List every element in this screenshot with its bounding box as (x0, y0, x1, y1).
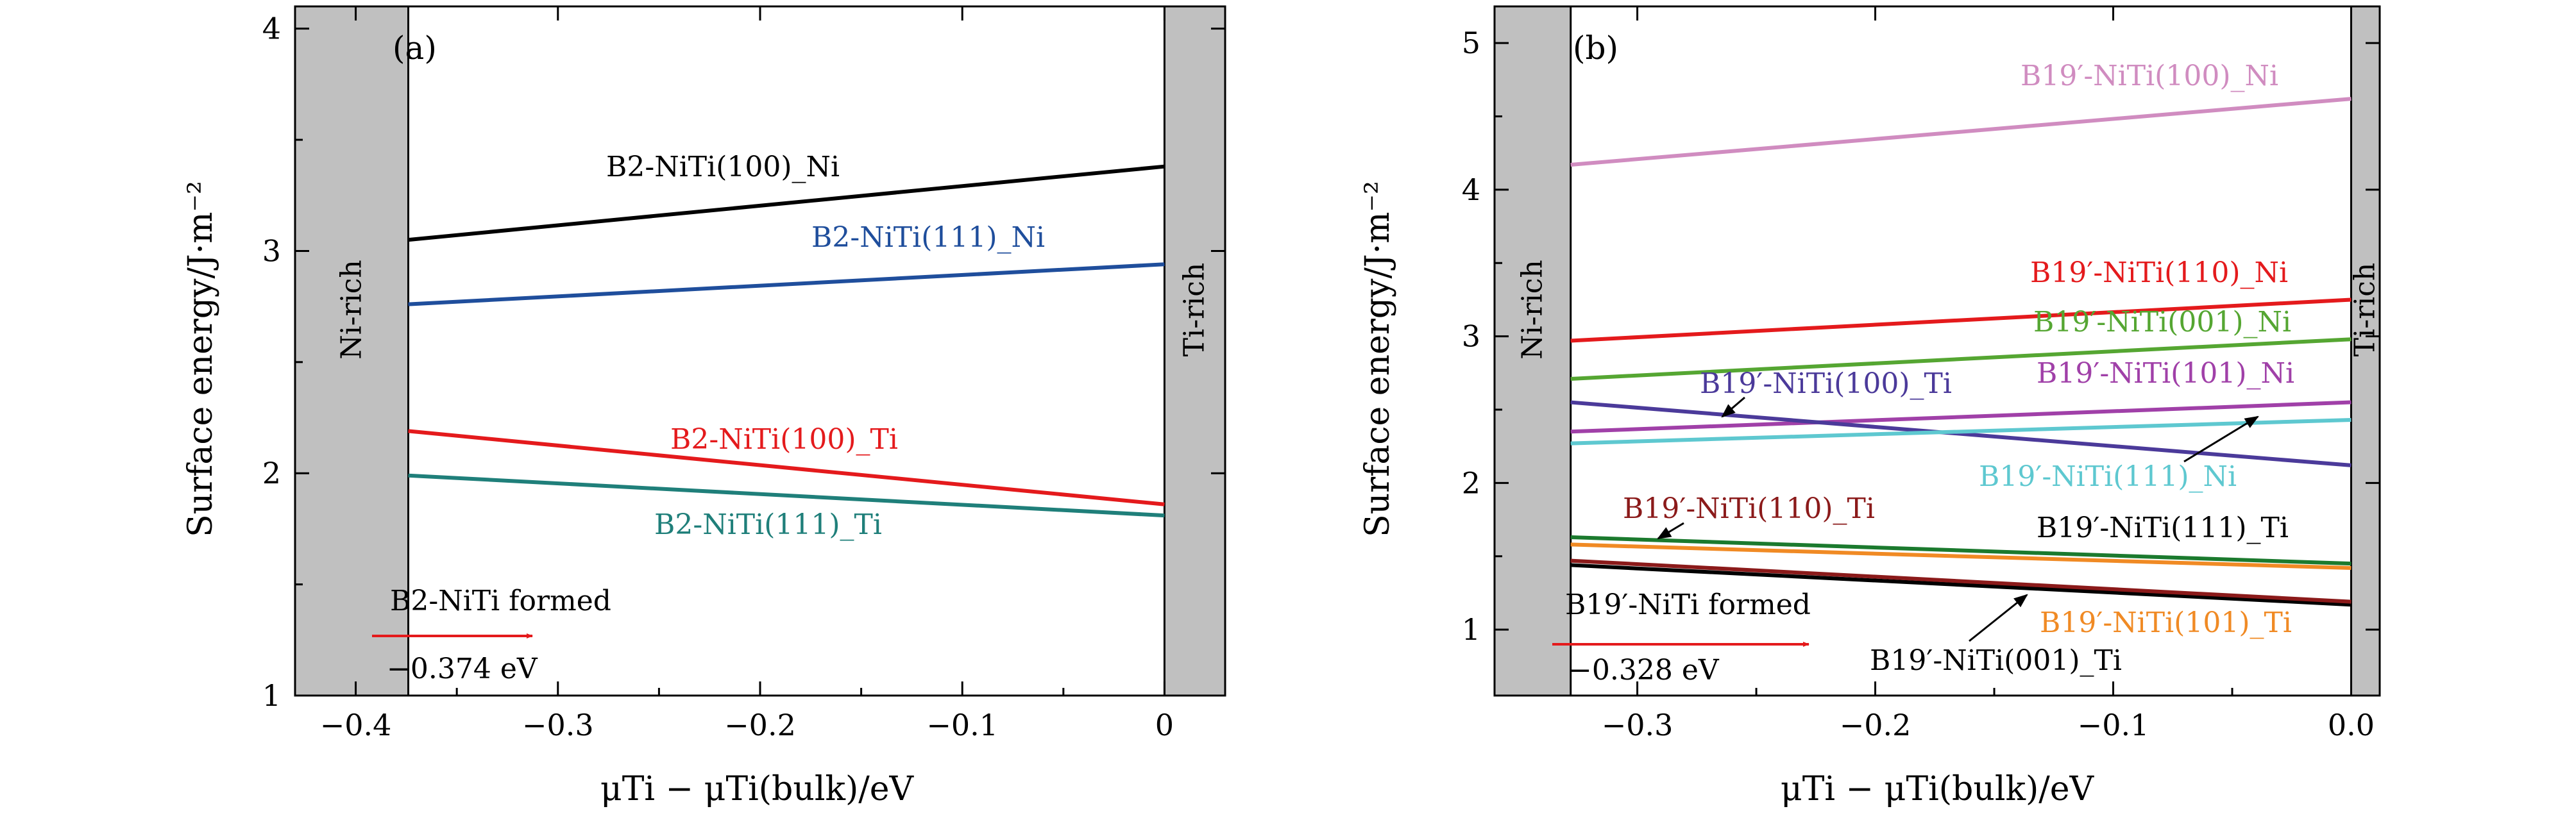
formed-value: −0.374 eV (387, 653, 538, 685)
series-label: B2-NiTi(111)_Ti (654, 508, 882, 541)
y-tick-label: 2 (1462, 465, 1480, 500)
x-tick-label: −0.2 (724, 708, 796, 742)
y-tick-label: 1 (262, 678, 281, 713)
x-tick-label: −0.3 (1602, 708, 1674, 742)
series-label: B19′-NiTi(101)_Ti (2040, 606, 2292, 639)
series-label: B19′-NiTi(001)_Ti (1870, 644, 2122, 677)
panel-a-region-ni-rich-label: Ni-rich (335, 260, 368, 360)
y-tick-label: 2 (262, 456, 281, 490)
series-line (1570, 418, 2351, 446)
series-line (1570, 297, 2351, 343)
pointer-arrow (1657, 522, 1684, 540)
pointer-arrow (1721, 396, 1745, 418)
series-label: B19′-NiTi(101)_Ni (2037, 357, 2294, 390)
panel-a-region-ni-rich (294, 5, 410, 697)
series-line (408, 473, 1165, 518)
series-line (1570, 97, 2351, 167)
series-line (408, 262, 1165, 306)
series-label: B19′-NiTi(001)_Ni (2033, 306, 2291, 338)
panel-a-series (408, 164, 1165, 518)
series-label: B19′-NiTi(100)_Ni (2021, 60, 2278, 92)
series-line (1570, 400, 2351, 467)
panel-b: Ni-rich Ti-rich −0.3 −0.2 −0.1 0.0 1 2 3 4 5 (b)… (1359, 5, 2382, 808)
panel-a-region-ti-rich-label: Ti-rich (1178, 263, 1211, 356)
panel-b-region-ni-rich-label: Ni-rich (1516, 260, 1548, 360)
y-tick-label: 3 (1462, 319, 1480, 354)
panel-b-ticks: −0.3 −0.2 −0.1 0.0 1 2 3 4 5 (1462, 6, 2380, 742)
x-tick-label: −0.3 (522, 708, 594, 742)
series-line (1570, 400, 2351, 434)
panel-a-ylabel: Surface energy/J·m⁻² (182, 181, 220, 537)
panel-b-region-ti-rich-label: Ti-rich (2349, 263, 2382, 356)
x-tick-label: −0.2 (1840, 708, 1911, 742)
pointer-arrow (1969, 594, 2028, 642)
series-label: B19′-NiTi(100)_Ti (1700, 367, 1952, 400)
series-line (408, 429, 1165, 506)
series-line (1570, 542, 2351, 571)
series-line (1570, 558, 2351, 604)
series-label: B19′-NiTi(111)_Ti (2037, 512, 2289, 544)
series-label: B2-NiTi(100)_Ti (670, 423, 898, 456)
formed-annotation: B19′-NiTi formed (1565, 588, 1811, 621)
series-line (1570, 563, 2351, 607)
y-tick-label: 4 (1462, 172, 1480, 207)
panel-b-region-ni-rich (1493, 5, 1572, 697)
y-tick-label: 5 (1462, 26, 1480, 60)
formed-annotation: B2-NiTi formed (390, 585, 611, 617)
y-tick-label: 4 (262, 12, 281, 46)
x-tick-label: −0.4 (320, 708, 392, 742)
x-tick-label: 0.0 (2328, 708, 2375, 742)
series-label: B19′-NiTi(110)_Ti (1623, 492, 1875, 525)
y-tick-label: 3 (262, 233, 281, 268)
formed-value: −0.328 eV (1568, 654, 1720, 687)
series-line (408, 164, 1165, 242)
panel-a-background (295, 6, 1225, 696)
panel-b-xlabel: μTi − μTi(bulk)/eV (1781, 770, 2095, 808)
series-label: B2-NiTi(100)_Ni (606, 151, 840, 183)
series-line (1570, 535, 2351, 566)
pointer-arrow (2183, 415, 2259, 463)
panel-a-xlabel: μTi − μTi(bulk)/eV (600, 770, 915, 808)
panel-b-ylabel: Surface energy/J·m⁻² (1359, 181, 1397, 537)
panel-b-frame (1493, 5, 2381, 697)
panel-b-panel-label: (b) (1573, 29, 1618, 67)
x-tick-label: −0.1 (2078, 708, 2149, 742)
x-tick-label: 0 (1155, 708, 1174, 742)
panel-a: Ni-rich Ti-rich −0.4 −0.3 −0.2 −0.1 0 1 2 3 4 (a… (182, 5, 1226, 808)
series-label: B2-NiTi(111)_Ni (811, 221, 1045, 254)
panel-a-ticks: −0.4 −0.3 −0.2 −0.1 0 1 2 3 4 (262, 6, 1225, 742)
series-label: B19′-NiTi(110)_Ni (2030, 256, 2288, 289)
panel-a-frame (294, 5, 1226, 697)
panel-b-series (1570, 97, 2351, 607)
x-tick-label: −0.1 (926, 708, 998, 742)
series-label: B19′-NiTi(111)_Ni (1979, 460, 2237, 493)
panel-a-panel-label: (a) (393, 29, 437, 67)
series-line (1570, 337, 2351, 381)
y-tick-label: 1 (1462, 612, 1480, 647)
